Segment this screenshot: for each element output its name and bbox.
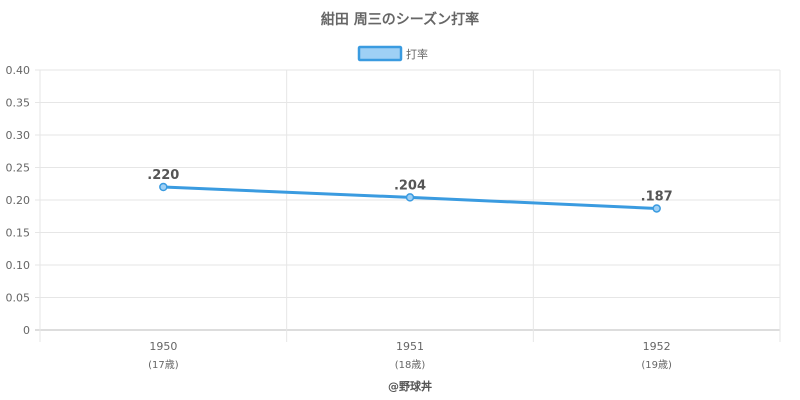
data-label: .220 (147, 168, 179, 183)
data-point[interactable] (159, 182, 168, 192)
y-tick-label: 0.15 (6, 227, 31, 240)
y-tick-label: 0.10 (6, 259, 31, 272)
x-tick-sublabel: (18歳) (395, 359, 426, 371)
series-layer (159, 182, 661, 213)
y-axis-ticks: 0 0.05 0.10 0.15 0.20 0.25 0.30 0.35 0.40 (6, 64, 31, 337)
legend-label: 打率 (406, 47, 428, 61)
data-label: .187 (641, 189, 673, 204)
x-tick-sublabel: (17歳) (148, 359, 179, 371)
x-tick-label: 1951 (396, 340, 424, 353)
y-tick-label: 0 (23, 324, 30, 337)
y-tick-label: 0.25 (6, 162, 31, 175)
data-point[interactable] (652, 204, 661, 213)
data-point[interactable] (405, 193, 415, 202)
y-tick-label: 0.20 (6, 194, 31, 207)
y-tick-label: 0.40 (6, 64, 31, 77)
grid (35, 69, 781, 342)
y-tick-label: 0.05 (6, 292, 31, 305)
legend-swatch (357, 45, 403, 62)
legend[interactable]: 打率 (357, 45, 428, 62)
y-tick-label: 0.30 (6, 129, 31, 142)
data-label: .204 (394, 178, 426, 193)
data-labels: .220 .204 .187 (147, 168, 672, 204)
x-tick-sublabel: (19歳) (641, 359, 672, 371)
x-tick-label: 1952 (643, 340, 671, 353)
x-axis-ticks: 1950 (17歳) 1951 (18歳) 1952 (19歳) (148, 340, 672, 371)
credit-text: @野球丼 (388, 379, 432, 393)
x-tick-label: 1950 (149, 340, 177, 353)
chart-title: 紺田 周三のシーズン打率 (321, 11, 479, 28)
y-tick-label: 0.35 (6, 97, 31, 110)
